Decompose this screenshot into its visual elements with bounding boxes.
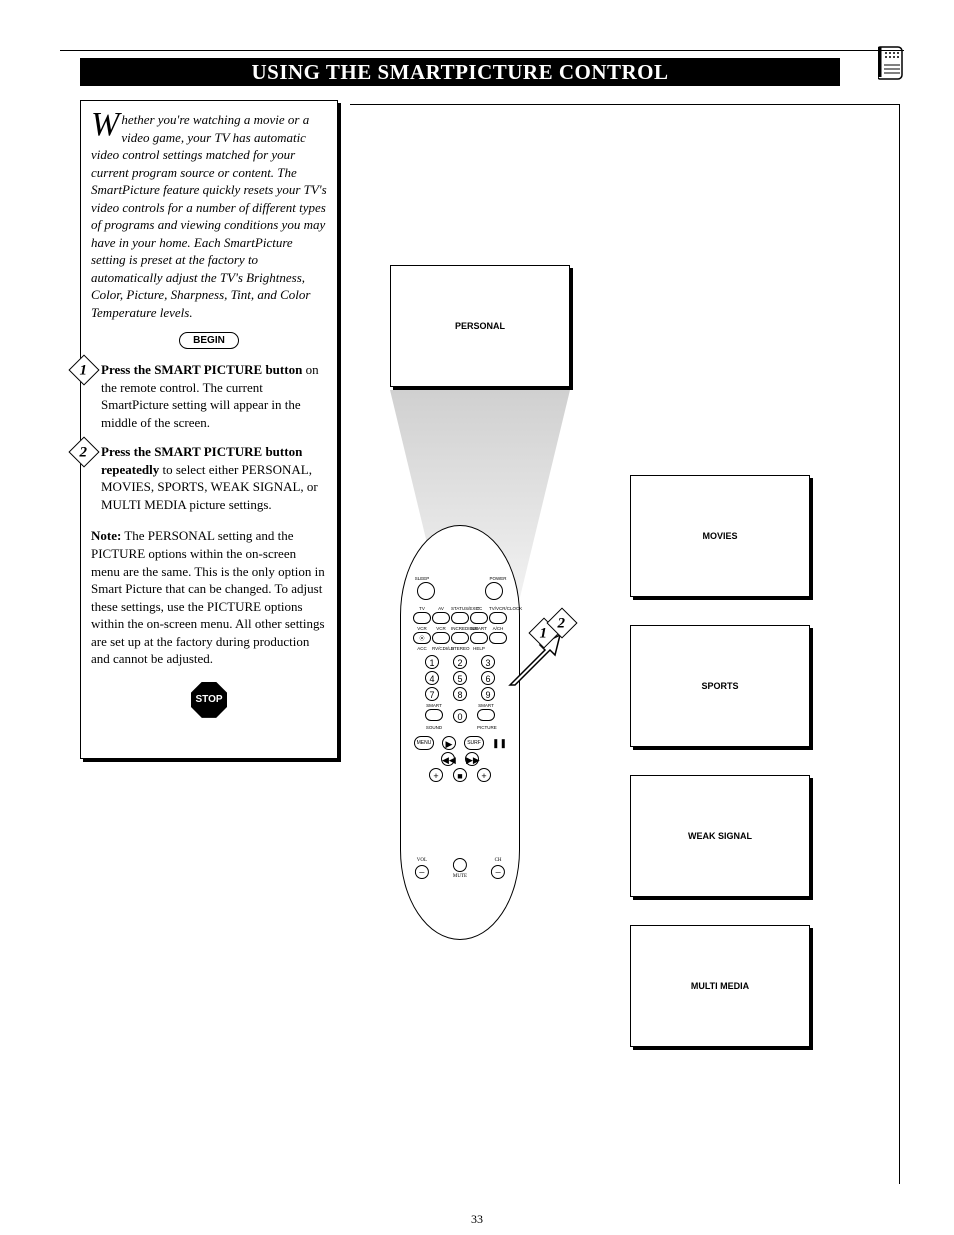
step-1-lead: Press the SMART PICTURE button <box>101 362 302 377</box>
tv-screen-movies: MOVIES <box>630 475 810 597</box>
num-1[interactable]: 1 <box>425 655 439 669</box>
vcr-button[interactable]: ⦿ <box>413 632 431 644</box>
tv-screen-multi-media: MULTI MEDIA <box>630 925 810 1047</box>
num-0[interactable]: 0 <box>453 709 467 723</box>
hand-pointer: 1 2 <box>505 630 565 695</box>
callout-2: 2 <box>546 607 577 638</box>
remote-control: SLEEPPOWER TVAVSTATUS/EXITCCTV/VCR/CLOCK… <box>400 525 520 940</box>
vcr2-button[interactable] <box>432 632 450 644</box>
stereo-button[interactable] <box>451 632 469 644</box>
power-button[interactable] <box>485 582 503 600</box>
num-6[interactable]: 6 <box>481 671 495 685</box>
tv-screen-sports: SPORTS <box>630 625 810 747</box>
mute-button[interactable] <box>453 858 467 872</box>
smarthelp-button[interactable] <box>470 632 488 644</box>
tv-screen-personal: PERSONAL <box>390 265 570 387</box>
status-button[interactable] <box>451 612 469 624</box>
intro-body: hether you're watching a movie or a vide… <box>91 112 327 320</box>
page-number: 33 <box>0 1212 954 1227</box>
tv-button[interactable] <box>413 612 431 624</box>
cc-button[interactable] <box>470 612 488 624</box>
stop-button[interactable]: ■ <box>453 768 467 782</box>
num-7[interactable]: 7 <box>425 687 439 701</box>
step-1: 1 Press the SMART PICTURE button on the … <box>91 361 327 431</box>
play-button[interactable]: ▶ <box>442 736 456 750</box>
vol-up-button[interactable]: + <box>429 768 443 782</box>
surf-button[interactable]: SURF <box>464 736 484 750</box>
rewind-button[interactable]: ◀◀ <box>441 752 455 766</box>
tv-screen-weak-signal: WEAK SIGNAL <box>630 775 810 897</box>
num-9[interactable]: 9 <box>481 687 495 701</box>
ch-down-button[interactable]: − <box>491 865 505 879</box>
av-button[interactable] <box>432 612 450 624</box>
step-2: 2 Press the SMART PICTURE button repeate… <box>91 443 327 513</box>
smart-sound-button[interactable] <box>425 709 443 721</box>
stop-badge: STOP <box>191 682 227 718</box>
instruction-box: Whether you're watching a movie or a vid… <box>80 100 338 759</box>
sleep-button[interactable] <box>417 582 435 600</box>
menu-button[interactable]: MENU <box>414 736 434 750</box>
illustration-area: PERSONAL MOVIES SPORTS WEAK SIGNAL MULTI… <box>350 104 900 1184</box>
tvvcr-button[interactable] <box>489 612 507 624</box>
num-2[interactable]: 2 <box>453 655 467 669</box>
intro-paragraph: Whether you're watching a movie or a vid… <box>91 111 327 322</box>
num-3[interactable]: 3 <box>481 655 495 669</box>
note-body: The PERSONAL setting and the PICTURE opt… <box>91 528 325 666</box>
pause-button[interactable]: ❚❚ <box>492 736 506 750</box>
num-5[interactable]: 5 <box>453 671 467 685</box>
num-8[interactable]: 8 <box>453 687 467 701</box>
num-4[interactable]: 4 <box>425 671 439 685</box>
dropcap: W <box>91 111 121 140</box>
remote-body: SLEEPPOWER TVAVSTATUS/EXITCCTV/VCR/CLOCK… <box>400 525 520 940</box>
smart-picture-button[interactable] <box>477 709 495 721</box>
begin-badge: BEGIN <box>179 332 239 350</box>
ch-up-button[interactable]: + <box>477 768 491 782</box>
note-lead: Note: <box>91 528 121 543</box>
ff-button[interactable]: ▶▶ <box>465 752 479 766</box>
instruction-column: Whether you're watching a movie or a vid… <box>80 100 338 759</box>
note-paragraph: Note: The PERSONAL setting and the PICTU… <box>91 527 327 667</box>
vol-down-button[interactable]: − <box>415 865 429 879</box>
